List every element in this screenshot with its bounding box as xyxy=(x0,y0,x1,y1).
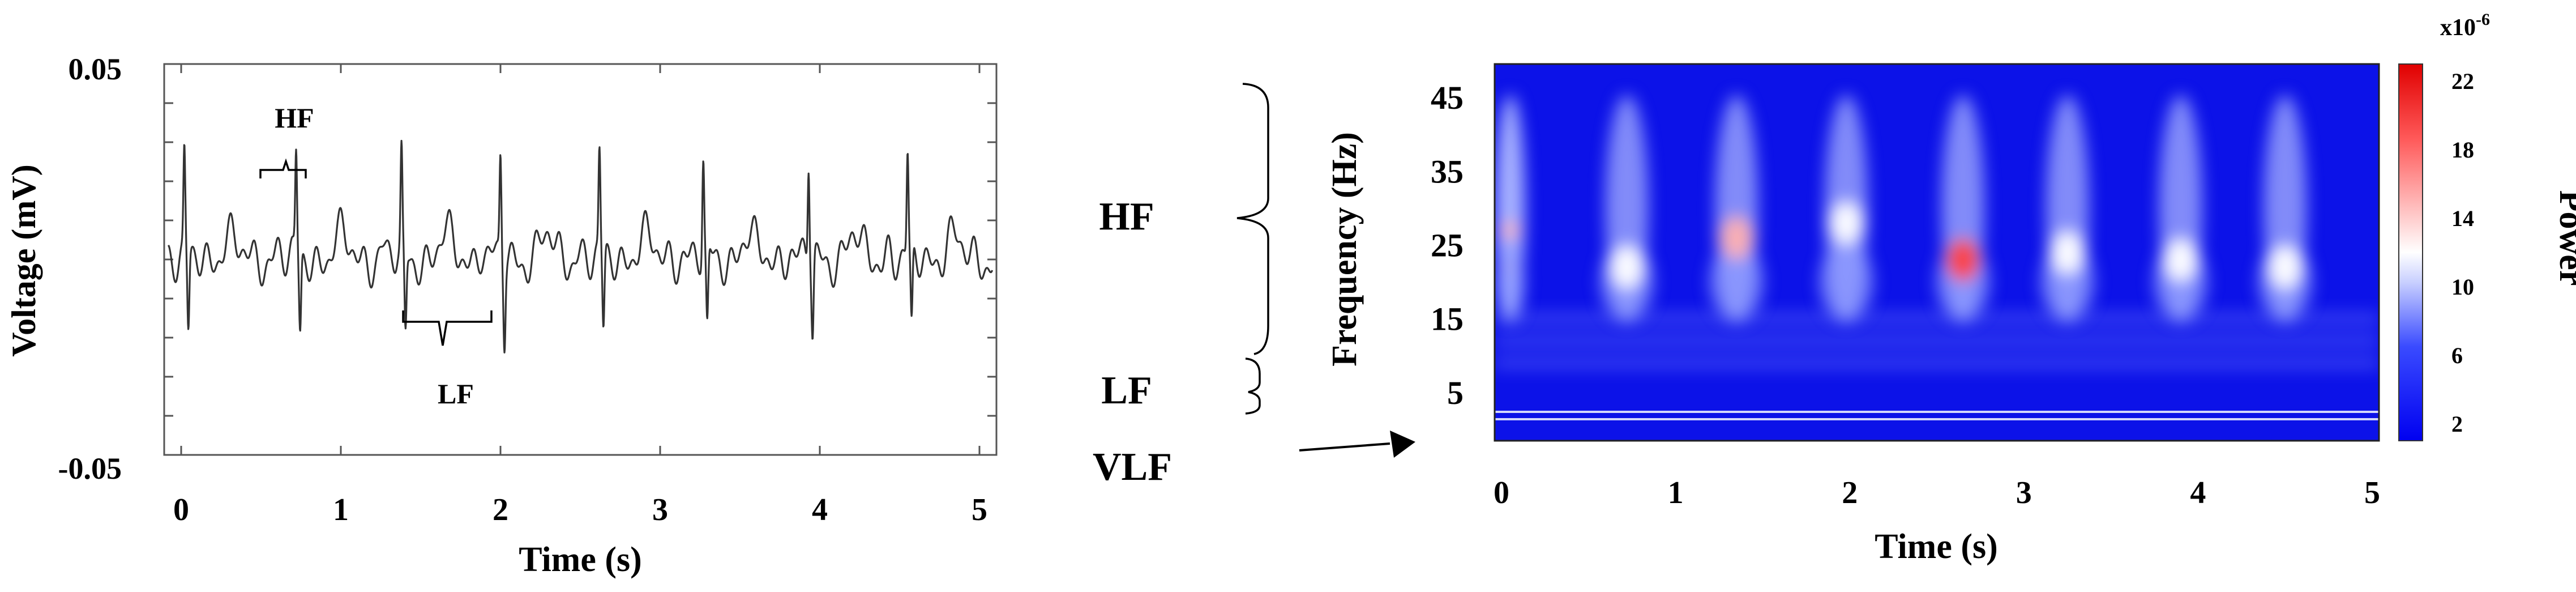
heatmap-x-tick-label: 0 xyxy=(1494,475,1509,510)
lf-band-bracket xyxy=(1245,357,1261,415)
ecg-x-tick-label: 0 xyxy=(173,492,189,527)
lf-smear xyxy=(1495,335,2379,347)
heatmap-vlf-lines xyxy=(1495,410,2379,420)
colorbar-tick-label: 2 xyxy=(2451,411,2463,437)
ecg-x-tick-label: 5 xyxy=(972,492,987,527)
heatmap-x-axis-label: Time (s) xyxy=(1875,527,1998,566)
lf-smear xyxy=(1495,313,2379,325)
ecg-x-tick-label: 2 xyxy=(493,492,508,527)
lf-band-label: LF xyxy=(1101,369,1152,412)
vlf-band-label: VLF xyxy=(1093,445,1172,489)
vlf-arrow-head xyxy=(1390,431,1415,458)
heatmap-x-tick-label: 3 xyxy=(2016,475,2032,510)
ecg-y-tick-top: 0.05 xyxy=(69,52,122,86)
power-blob xyxy=(1719,216,1754,259)
ecg-lf-label: LF xyxy=(438,378,474,410)
ecg-x-tick-label: 1 xyxy=(333,492,349,527)
power-plume-base xyxy=(1819,242,1874,322)
heatmap-y-tick-label: 45 xyxy=(1431,79,1464,116)
heatmap-x-tick-label: 1 xyxy=(1668,475,1684,510)
ecg-x-tick-labels: 0 1 2 3 4 5 xyxy=(173,492,987,527)
heatmap-y-tick-label: 25 xyxy=(1431,227,1464,263)
heatmap-x-tick-label: 4 xyxy=(2190,475,2206,510)
colorbar-multiplier: x10-6 xyxy=(2440,10,2490,41)
colorbar-tick-label: 22 xyxy=(2451,69,2474,94)
heatmap-y-tick-label: 5 xyxy=(1447,374,1464,411)
power-blob xyxy=(1501,222,1520,238)
colorbar-tick-label: 10 xyxy=(2451,274,2474,300)
power-blob xyxy=(2050,231,2085,274)
ecg-y-axis-label: Voltage (mV) xyxy=(5,164,42,356)
colorbar xyxy=(2398,63,2423,441)
heatmap-frame xyxy=(1494,63,2380,442)
vlf-arrow-shaft xyxy=(1299,442,1390,452)
ecg-x-tick-label: 4 xyxy=(812,492,828,527)
ecg-x-tick-label: 3 xyxy=(652,492,668,527)
power-blob xyxy=(1610,245,1644,289)
ecg-y-tick-marks xyxy=(164,63,996,456)
ecg-hf-label: HF xyxy=(275,102,314,134)
heatmap-y-tick-label: 35 xyxy=(1431,153,1464,190)
ecg-y-tick-bottom: -0.05 xyxy=(58,452,122,485)
ecg-trace-line xyxy=(167,139,994,354)
heatmap-y-tick-labels: 45 35 25 15 5 xyxy=(1431,79,1464,411)
power-plume-base xyxy=(1709,242,1764,322)
band-annotations: HF LF VLF xyxy=(1093,83,1415,489)
colorbar-tick-label: 6 xyxy=(2451,343,2463,368)
ecg-hf-bracket xyxy=(259,158,307,178)
power-blob xyxy=(1829,201,1864,245)
power-blob xyxy=(2268,245,2303,289)
power-blob xyxy=(1946,238,1980,282)
power-blob xyxy=(2163,238,2198,282)
power-plume-base xyxy=(1496,242,1524,322)
ecg-x-tick-marks xyxy=(180,64,981,455)
heatmap-x-tick-labels: 0 1 2 3 4 5 xyxy=(1494,475,2380,510)
heatmap-lf-smears xyxy=(1495,313,2379,369)
hf-band-label: HF xyxy=(1099,195,1154,238)
heatmap-power-blobs xyxy=(1495,95,2313,322)
lf-smear xyxy=(1495,357,2379,369)
heatmap-y-tick-label: 15 xyxy=(1431,301,1464,338)
ecg-lf-bracket xyxy=(402,310,493,346)
colorbar-tick-labels: 22 18 14 10 6 2 xyxy=(2451,69,2474,437)
hf-band-bracket xyxy=(1236,83,1269,355)
colorbar-tick-label: 18 xyxy=(2451,137,2474,163)
colorbar-tick-label: 14 xyxy=(2451,206,2474,231)
heatmap-x-tick-label: 5 xyxy=(2364,475,2380,510)
heatmap-y-axis-label: Frequency (Hz) xyxy=(1325,132,1364,367)
heatmap-x-tick-label: 2 xyxy=(1842,475,1858,510)
colorbar-label: Power xyxy=(2552,190,2576,286)
ecg-x-axis-label: Time (s) xyxy=(519,540,642,579)
